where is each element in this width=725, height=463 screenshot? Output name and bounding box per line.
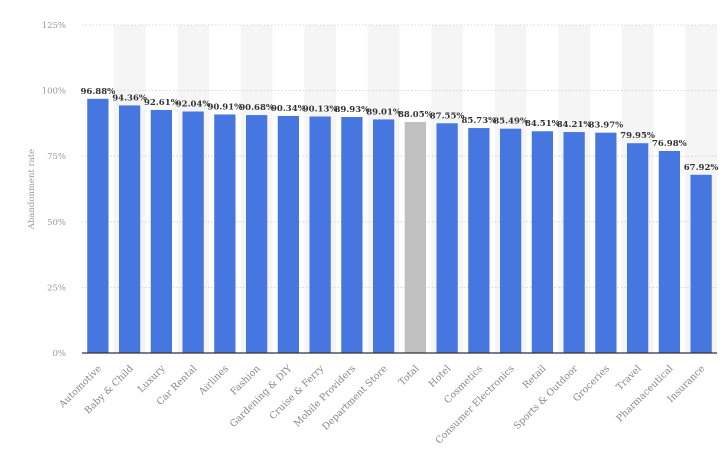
bar[interactable] [150,109,173,353]
data-label: 84.21% [557,120,592,130]
x-tick-label: Hotel [427,363,454,390]
data-label: 92.04% [176,99,211,109]
bar[interactable] [404,121,427,353]
data-label: 89.01% [366,107,401,117]
bar[interactable] [468,128,490,353]
bar[interactable] [436,123,458,353]
data-label: 90.68% [239,103,274,113]
y-tick-label: 100% [42,87,66,97]
bar[interactable] [118,105,141,354]
x-tick-label: Retail [521,363,549,391]
y-tick-label: 75% [47,152,66,162]
y-tick-label: 25% [47,283,66,293]
bar[interactable] [341,117,363,353]
data-label: 85.49% [493,117,528,127]
bar[interactable] [214,114,236,353]
data-label: 90.91% [208,102,243,112]
bar[interactable] [87,98,109,353]
x-tick-label: Airlines [196,363,231,398]
data-label: 84.51% [525,119,560,129]
x-tick-label: Pharmaceutical [614,363,675,424]
bar[interactable] [563,132,585,353]
data-label: 96.88% [81,87,116,97]
y-tick-label: 125% [42,21,66,31]
data-label: 92.61% [144,98,179,108]
bar[interactable] [690,174,712,353]
x-tick-label: Travel [614,363,643,392]
bar[interactable] [499,128,522,353]
bar[interactable] [531,131,554,353]
data-label: 90.13% [303,104,338,114]
data-label: 90.34% [271,104,306,114]
bar[interactable] [309,116,331,354]
bar[interactable] [182,111,204,354]
data-label: 94.36% [112,93,147,103]
data-label: 83.97% [589,121,624,131]
y-tick-label: 50% [47,218,66,228]
bar[interactable] [277,115,300,353]
data-label: 67.92% [684,163,719,173]
data-label: 88.05% [398,110,433,120]
data-label: 87.55% [430,111,465,121]
x-tick-label: Cruise & Ferry [267,363,326,422]
x-tick-label: Total [397,363,422,388]
bar[interactable] [372,119,395,353]
data-label: 89.93% [335,105,370,115]
data-label: 79.95% [620,131,655,141]
bar[interactable] [245,115,268,353]
x-tick-label: Luxury [136,363,168,395]
y-axis-title: Abandonment rate [27,149,37,230]
data-label: 76.98% [652,139,687,149]
bar[interactable] [658,151,681,353]
bar[interactable] [595,132,617,353]
y-tick-label: 0% [53,349,67,359]
bar[interactable] [626,143,649,353]
data-label: 85.73% [462,116,497,126]
